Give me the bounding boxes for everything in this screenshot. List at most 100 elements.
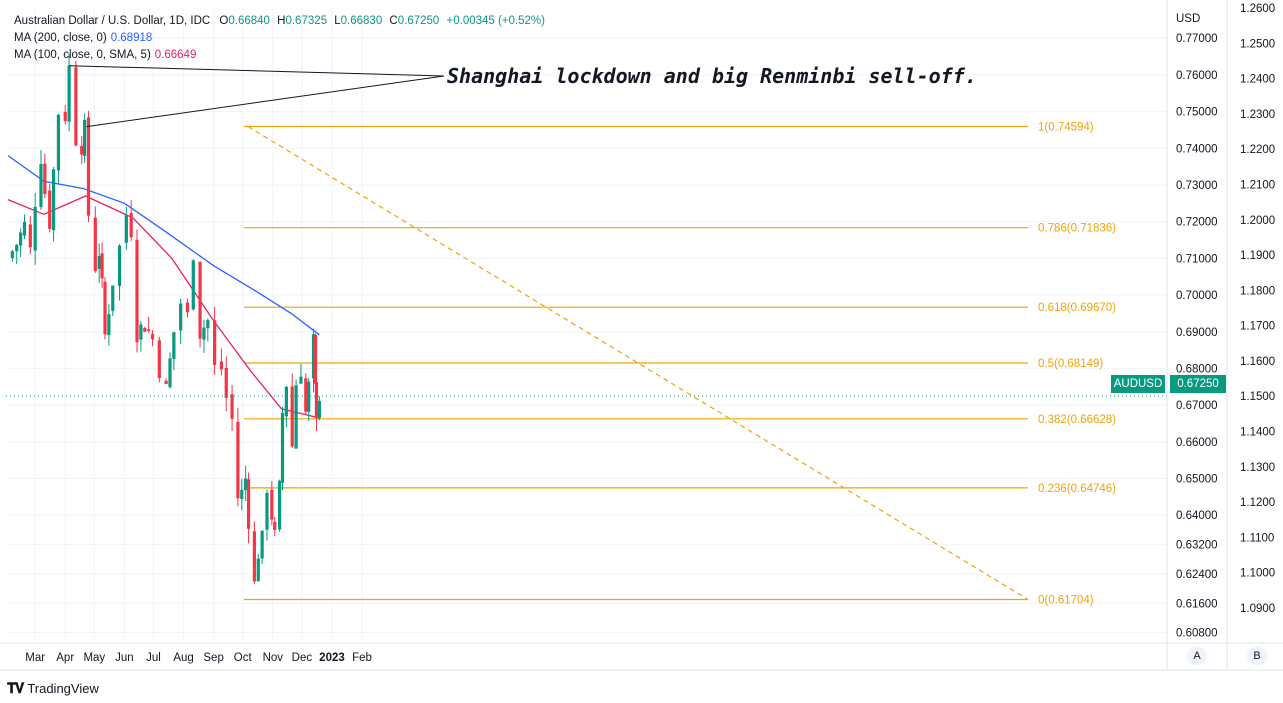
- bearish-candle-body: [314, 382, 319, 417]
- ma200-legend-row[interactable]: MA (200, close, 0) 0.68918: [14, 30, 545, 47]
- chart-legend: Australian Dollar / U.S. Dollar, 1D, IDC…: [14, 13, 545, 64]
- y-axis-tick-label: 0.75000: [1176, 107, 1218, 119]
- bullish-candle-body: [191, 260, 195, 310]
- bullish-candle-body: [278, 480, 282, 530]
- fib-level-label: 0(0.61704): [1038, 594, 1094, 606]
- open-label: O: [219, 15, 229, 27]
- bullish-candle-body: [206, 320, 210, 329]
- bullish-candle-body: [139, 324, 143, 340]
- currency-label: USD: [1176, 13, 1201, 25]
- bullish-candle-body: [39, 163, 43, 208]
- bullish-candle-body: [256, 558, 260, 582]
- y-axis-tick-label: 0.62400: [1176, 569, 1218, 581]
- bullish-candle-body: [107, 314, 111, 336]
- tradingview-brand: TradingView: [27, 681, 99, 696]
- bearish-candle-body: [150, 334, 155, 340]
- bullish-candle-body: [111, 285, 115, 311]
- annotation-pointer-line[interactable]: [69, 65, 445, 77]
- bearish-candle-body: [80, 145, 84, 155]
- secondary-y-axis-tick-label: 1.1600: [1240, 356, 1275, 368]
- bearish-candle-body: [100, 253, 104, 279]
- bullish-candle-body: [168, 358, 172, 388]
- x-axis-tick-label: Nov: [263, 652, 284, 664]
- ma200-value: 0.68918: [110, 32, 153, 44]
- fib-level-label: 0.618(0.69670): [1038, 302, 1116, 314]
- bullish-candle-body: [22, 221, 27, 236]
- bullish-candle-body: [51, 169, 56, 231]
- bullish-candle-body: [83, 119, 87, 156]
- fib-level-label: 1(0.74594): [1038, 121, 1094, 133]
- bullish-candle-body: [202, 327, 206, 340]
- bearish-candle-body: [270, 489, 274, 520]
- low-value: 0.66830: [340, 15, 383, 27]
- bullish-candle-body: [265, 492, 269, 530]
- y-axis-tick-label: 0.65000: [1176, 474, 1218, 486]
- y-axis-tick-label: 0.63200: [1176, 540, 1218, 552]
- y-axis-tick-label: 0.76000: [1176, 70, 1218, 82]
- ma100-line: [7, 195, 320, 419]
- annotation-lines[interactable]: [6, 65, 1167, 397]
- secondary-y-axis-tick-label: 1.1200: [1240, 497, 1275, 509]
- tradingview-footer[interactable]: 𝐓𝐕 TradingView: [7, 680, 99, 697]
- bullish-candle-body: [15, 244, 19, 252]
- x-axis-tick-label: Apr: [56, 652, 74, 664]
- annotation-text[interactable]: Shanghai lockdown and big Renminbi sell-…: [447, 64, 977, 88]
- bearish-candle-body: [74, 67, 78, 146]
- secondary-y-axis-tick-label: 1.1300: [1240, 462, 1275, 474]
- y-axis-tick-label: 0.64000: [1176, 510, 1218, 522]
- bearish-candle-body: [63, 112, 67, 121]
- secondary-y-axis-tick-label: 1.1400: [1240, 427, 1275, 439]
- bullish-candle-body: [311, 334, 316, 379]
- fibonacci-retracement[interactable]: 1(0.74594) 0.786(0.71836) 0.618(0.69670) 0.…: [244, 121, 1116, 606]
- bearish-candle-body: [313, 334, 318, 384]
- bullish-candle-body: [294, 385, 298, 449]
- bearish-candle-body: [246, 479, 251, 529]
- secondary-y-axis-tick-label: 1.2100: [1240, 179, 1275, 191]
- axes[interactable]: 0.60800 0.61600 0.62400 0.63200 0.64000 0.650…: [0, 0, 1283, 671]
- bearish-candle-body: [93, 217, 97, 271]
- bearish-candle-body: [157, 340, 161, 379]
- bearish-candle-body: [252, 531, 256, 582]
- secondary-y-axis-tick-label: 1.2300: [1240, 109, 1275, 121]
- secondary-y-axis-tick-label: 1.2000: [1240, 215, 1275, 227]
- ma100-legend-row[interactable]: MA (100, close, 0, SMA, 5) 0.66649: [14, 47, 545, 64]
- fib-level-label: 0.382(0.66628): [1038, 414, 1116, 426]
- secondary-y-axis-tick-label: 1.1900: [1240, 250, 1275, 262]
- change-value: +0.00345 (+0.52%): [446, 15, 545, 27]
- bullish-candle-body: [307, 381, 311, 412]
- close-value: 0.67250: [397, 15, 440, 27]
- y-axis-tick-label: 0.60800: [1176, 628, 1218, 640]
- x-axis-tick-label: Mar: [25, 652, 45, 664]
- bearish-candle-body: [129, 213, 133, 238]
- bullish-candle-body: [117, 245, 122, 286]
- bearish-candle-body: [147, 329, 151, 331]
- x-axis-tick-label: Aug: [173, 652, 193, 664]
- bullish-candle-body: [97, 256, 101, 269]
- x-axis-tick-label: Oct: [234, 652, 253, 664]
- y-axis-tick-label: 0.72000: [1176, 217, 1218, 229]
- bearish-candle-body: [230, 394, 234, 419]
- bullish-candle-body: [67, 65, 71, 122]
- bullish-candle-body: [56, 114, 61, 171]
- second-scale-button[interactable]: B: [1247, 647, 1267, 665]
- bullish-candle-body: [317, 400, 321, 418]
- fib-trend-line[interactable]: [247, 125, 1029, 601]
- x-axis-tick-label: Jun: [115, 652, 134, 664]
- tradingview-logo-icon: 𝐓𝐕: [7, 680, 24, 696]
- bearish-candle-body: [236, 421, 240, 499]
- secondary-y-axis-tick-label: 1.1500: [1240, 391, 1275, 403]
- bullish-candle-body: [280, 412, 285, 483]
- ma200-line: [7, 155, 320, 336]
- annotation-pointer-line[interactable]: [86, 75, 445, 128]
- high-value: 0.67325: [285, 15, 328, 27]
- auto-scale-button[interactable]: A: [1187, 647, 1207, 665]
- bearish-candle-body: [219, 361, 223, 370]
- bullish-candle-body: [33, 206, 37, 251]
- bullish-candle-body: [172, 332, 176, 360]
- fib-level-label: 0.5(0.68149): [1038, 358, 1103, 370]
- y-axis-tick-label: 0.77000: [1176, 33, 1218, 45]
- bearish-candle-body: [273, 521, 277, 530]
- bearish-candle-body: [48, 190, 52, 229]
- symbol-title[interactable]: Australian Dollar / U.S. Dollar, 1D, IDC: [14, 15, 211, 27]
